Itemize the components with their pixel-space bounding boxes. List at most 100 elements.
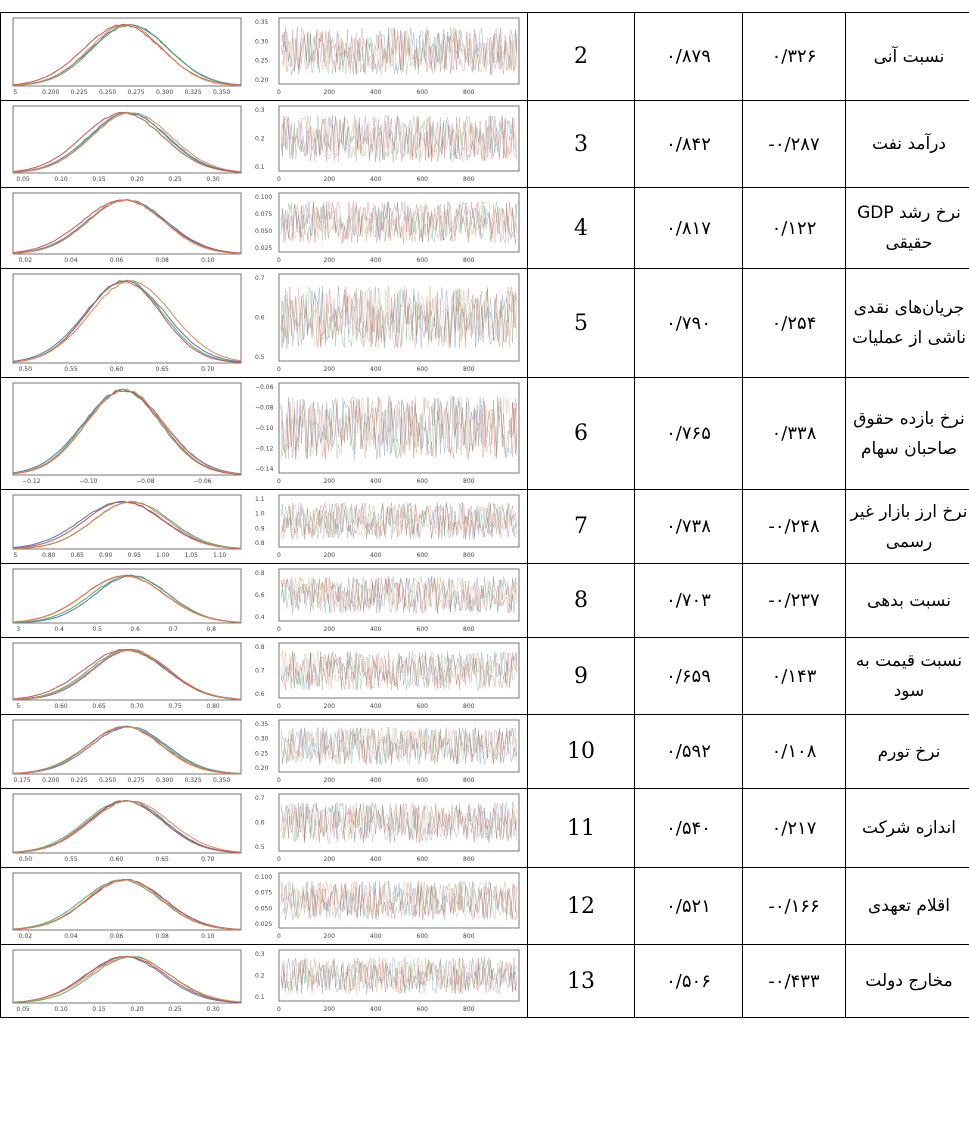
loading-cell: ۰/۵۰۶ (634, 944, 743, 1018)
trace-x-tick-label: 0 (277, 89, 281, 96)
density-tick-label: 0.75 (168, 703, 182, 710)
trace-x-tick-label: 0 (277, 933, 281, 940)
trace-x-tick-label: 800 (463, 703, 475, 710)
coefficient-cell: -۰/۱۶۶ (742, 867, 846, 945)
density-tick-label: 0.5 (92, 626, 102, 633)
trace-chain-line (280, 726, 518, 765)
density-chain-line (12, 648, 242, 700)
density-plot-frame (12, 192, 242, 254)
trace-x-tick-label: 600 (417, 176, 429, 183)
trace-y-tick-label: 0.4 (255, 614, 265, 621)
trace-x-tick-label: 600 (417, 777, 429, 784)
mcmc-plots-cell: 0.50 0.55 0.60 0.65 0.70 0.7 0.6 0.5 0 200 400 600 8… (0, 788, 528, 868)
mcmc-diagnostic-plot: 0.02 0.04 0.06 0.08 0.10 0.100 0.075 0.050 0.025… (12, 872, 520, 940)
trace-plot-frame (278, 17, 520, 84)
trace-x-tick-label: 200 (324, 478, 336, 485)
trace-y-tick-label: 0.7 (255, 667, 265, 674)
density-chain-line (12, 955, 242, 1003)
trace-chain-line (280, 285, 518, 349)
trace-y-tick-label: 0.25 (255, 57, 269, 64)
table-row: 3 0.4 0.5 0.6 0.7 0.8 0.8 0.6 0.4 0 200 400 600 800 8 ۰… (0, 563, 969, 638)
trace-y-tick-label: 0.30 (255, 735, 269, 742)
trace-plot-frame (278, 494, 520, 547)
density-chain-line (12, 800, 242, 853)
trace-y-tick-label: 1.0 (255, 510, 265, 517)
density-tick-label: 0.80 (42, 552, 56, 559)
variable-name-cell: نرخ ارز بازار غیر رسمی (845, 489, 969, 564)
density-plot-frame (12, 568, 242, 623)
trace-chain-line (280, 801, 518, 843)
density-plot-frame (12, 719, 242, 774)
mcmc-plots-cell: 0.50 0.55 0.60 0.65 0.70 0.7 0.6 0.5 0 200 400 600 8… (0, 268, 528, 378)
row-number-cell: 7 (527, 489, 635, 564)
density-plot-frame (12, 793, 242, 853)
trace-y-tick-label: 0.35 (255, 721, 269, 728)
mcmc-plots-cell: −0.12 −0.10 −0.08 −0.06 −0.06 −0.08 −0.10 −0.12… (0, 377, 528, 490)
trace-x-tick-label: 600 (417, 626, 429, 633)
trace-y-tick-label: 0.075 (255, 211, 272, 218)
density-tick-label: 0.70 (201, 366, 215, 373)
density-tick-label: 0.225 (71, 89, 88, 96)
trace-y-tick-label: 0.20 (255, 765, 269, 772)
trace-plot-frame (278, 273, 520, 361)
trace-y-tick-label: 0.5 (255, 844, 265, 851)
table-row: 0.50 0.55 0.60 0.65 0.70 0.7 0.6 0.5 0 200 400 600 8… (0, 788, 969, 868)
density-tick-label: −0.06 (193, 478, 212, 485)
density-tick-label: 0.225 (71, 777, 88, 784)
trace-y-tick-label: 0.6 (255, 314, 265, 321)
density-tick-label: 0.55 (64, 856, 78, 863)
coefficient-cell: ۰/۲۵۴ (742, 268, 846, 378)
density-tick-label: 0.20 (130, 1006, 144, 1013)
density-tick-label: 5 (14, 552, 18, 559)
density-tick-label: −0.12 (22, 478, 41, 485)
density-chain-line (12, 111, 242, 173)
density-tick-label: 0.65 (156, 366, 170, 373)
density-tick-label: 0.60 (110, 856, 124, 863)
trace-y-tick-label: 0.25 (255, 750, 269, 757)
density-chain-line (12, 387, 242, 475)
density-tick-label: 0.60 (54, 703, 68, 710)
density-tick-label: 0.350 (213, 777, 230, 784)
density-tick-label: 0.325 (185, 777, 202, 784)
trace-chain-line (280, 395, 518, 459)
density-tick-label: 0.10 (201, 933, 215, 940)
mcmc-plots-cell: 0.05 0.10 0.15 0.20 0.25 0.30 0.3 0.2 0.1 0 200 400… (0, 100, 528, 188)
coefficient-cell: ۰/۲۱۷ (742, 788, 846, 868)
variable-name-cell: نسبت آنی (845, 12, 969, 101)
trace-chain-line (280, 650, 518, 690)
trace-chain-line (280, 956, 518, 994)
density-plot-frame (12, 872, 242, 930)
density-tick-label: 0.8 (206, 626, 216, 633)
results-table: 5 0.20 0 0.225 0.25 0 0.275 0.300 0.325 0.350 0.35… (0, 12, 969, 1018)
density-chain-line (12, 23, 242, 86)
density-tick-label: 0.08 (156, 257, 170, 264)
density-tick-label: 0.80 (206, 703, 220, 710)
trace-x-tick-label: 800 (463, 777, 475, 784)
density-tick-label: 0.05 (16, 1006, 30, 1013)
density-tick-label: −0.08 (136, 478, 155, 485)
trace-x-tick-label: 400 (370, 89, 382, 96)
trace-chain-line (280, 726, 518, 765)
trace-x-tick-label: 800 (463, 626, 475, 633)
row-number-cell: 11 (527, 788, 635, 868)
trace-x-tick-label: 800 (463, 366, 475, 373)
density-tick-label: 0.275 (128, 89, 145, 96)
density-tick-label: 0.20 (130, 176, 144, 183)
table-row: 5 0.200 0.225 0.250 0.275 0.300 0.325 0.350 0.35… (0, 12, 969, 101)
trace-x-tick-label: 800 (463, 257, 475, 264)
trace-x-tick-label: 600 (417, 933, 429, 940)
variable-name-cell: نرخ تورم (845, 714, 969, 789)
density-chain-line (12, 500, 242, 549)
mcmc-plots-cell: 0.02 0.04 0.06 0.08 0.10 0.100 0.075 0.050 0.025… (0, 867, 528, 945)
trace-plot-frame (278, 568, 520, 621)
density-tick-label: 0.25 (168, 176, 182, 183)
trace-x-tick-label: 200 (324, 856, 336, 863)
loading-cell: ۰/۷۰۳ (634, 563, 743, 638)
density-tick-label: 0.30 (206, 176, 220, 183)
coefficient-cell: -۰/۴۳۳ (742, 944, 846, 1018)
table-row: −0.12 −0.10 −0.08 −0.06 −0.06 −0.08 −0.10 −0.12… (0, 377, 969, 490)
density-tick-label: 0.300 (156, 777, 173, 784)
trace-plot-frame (278, 872, 520, 928)
table-row: 0.175 0.200 0.225 0.250 0.275 0.300 0.325 0.350… (0, 714, 969, 789)
table-row: 0.02 0.04 0.06 0.08 0.10 0.100 0.075 0.050 0.025… (0, 867, 969, 945)
